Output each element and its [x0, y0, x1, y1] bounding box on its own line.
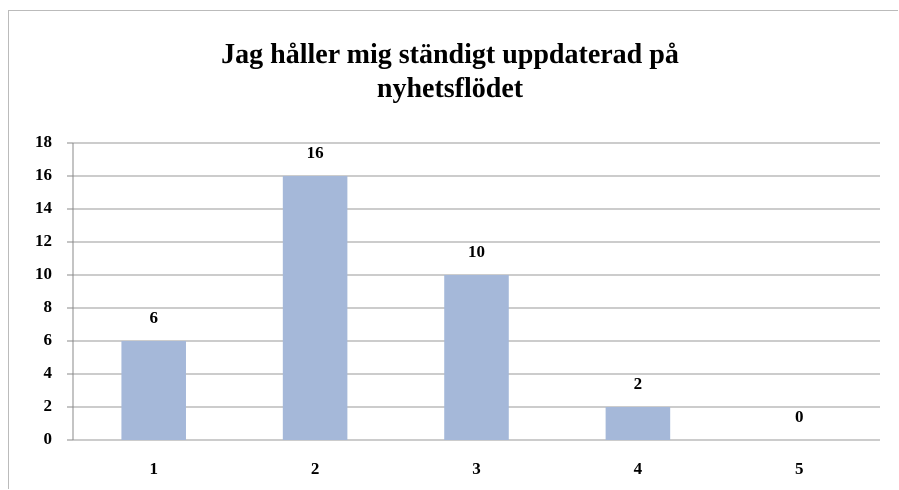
x-tick-label: 5 — [795, 459, 804, 478]
y-tick-label: 6 — [44, 330, 53, 349]
bar — [121, 341, 186, 440]
y-tick-label: 0 — [44, 429, 53, 448]
data-label: 10 — [468, 242, 485, 261]
bar — [282, 176, 348, 440]
x-tick-label: 3 — [472, 459, 481, 478]
bar — [605, 407, 671, 440]
y-tick-label: 10 — [35, 264, 52, 283]
y-tick-label: 12 — [35, 231, 52, 250]
chart-title: Jag håller mig ständigt uppdaterad på ny… — [221, 39, 679, 104]
x-tick-label: 4 — [634, 459, 643, 478]
x-tick-label: 2 — [311, 459, 320, 478]
data-label: 2 — [634, 374, 643, 393]
data-label: 16 — [307, 143, 324, 162]
y-tick-label: 8 — [44, 297, 53, 316]
bar — [444, 275, 509, 440]
x-tick-label: 1 — [149, 459, 158, 478]
y-tick-label: 2 — [44, 396, 53, 415]
y-tick-label: 14 — [35, 198, 53, 217]
data-label: 0 — [795, 407, 804, 426]
y-tick-label: 18 — [35, 132, 52, 151]
y-tick-label: 4 — [44, 363, 53, 382]
data-label: 6 — [149, 308, 158, 327]
chart-frame — [8, 10, 898, 489]
y-tick-label: 16 — [35, 165, 52, 184]
